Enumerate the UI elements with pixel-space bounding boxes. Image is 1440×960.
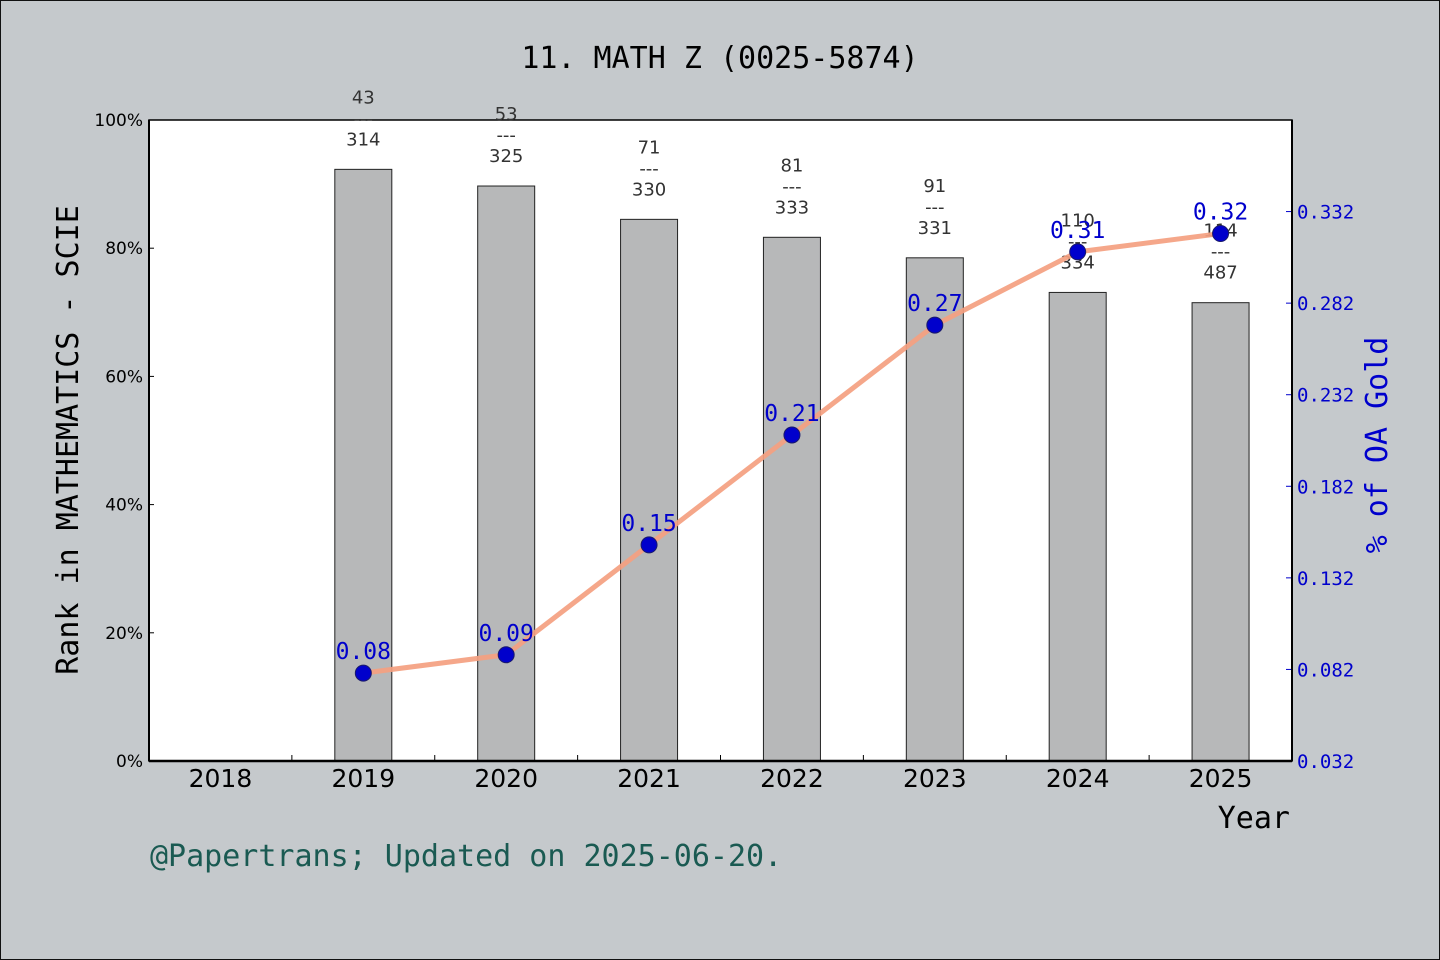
bar-label-separator: --- [782, 176, 802, 197]
bar-label-separator: --- [925, 197, 945, 218]
bar-2024 [1048, 291, 1107, 762]
y-tick-label: 100% [94, 111, 143, 131]
bar-label-total: 314 [346, 129, 380, 150]
y-axis-label: Rank in MATHEMATICS - SCIE [51, 205, 86, 675]
footer-credit: @Papertrans; Updated on 2025-06-20. [150, 839, 782, 874]
x-tick-label: 2025 [1189, 764, 1253, 793]
plot-area [148, 119, 1293, 762]
oa-gold-label: 0.09 [478, 621, 533, 647]
bar-label-rank: 91 [923, 176, 946, 197]
oa-gold-point-2020 [497, 646, 515, 664]
y2-tick-label: 0.332 [1297, 202, 1354, 224]
y2-tick-label: 0.082 [1297, 659, 1354, 681]
x-tick-label: 2024 [1046, 764, 1110, 793]
oa-gold-point-2024 [1069, 243, 1087, 261]
x-tick-label: 2020 [474, 764, 538, 793]
oa-gold-point-2025 [1212, 225, 1230, 243]
x-axis-label: Year [1218, 801, 1290, 836]
bar-label-separator: --- [639, 158, 659, 179]
bar-label-separator: --- [1211, 242, 1231, 263]
y2-axis-label: % of OA Gold [1360, 337, 1395, 554]
bar-2020 [477, 185, 536, 762]
bar-label-total: 487 [1203, 263, 1237, 284]
y-tick-label: 40% [105, 496, 143, 516]
oa-gold-point-2023 [926, 316, 944, 334]
oa-gold-label: 0.21 [764, 401, 819, 427]
y-tick-label: 80% [105, 239, 143, 259]
bar-label-total: 333 [775, 197, 809, 218]
bar-2019 [334, 168, 393, 762]
y2-tick-label: 0.232 [1297, 385, 1354, 407]
bar-label-total: 331 [918, 218, 952, 239]
oa-gold-point-2022 [783, 426, 801, 444]
bar-label-rank: 43 [352, 87, 375, 108]
bar-label-rank: 71 [638, 137, 661, 158]
x-tick-label: 2018 [189, 764, 253, 793]
bar-label-separator: --- [354, 108, 374, 129]
x-tick-label: 2022 [760, 764, 824, 793]
bar-label-rank: 110 [1061, 210, 1095, 231]
bar-2021 [620, 218, 679, 762]
bar-label-rank: 53 [495, 104, 518, 125]
y-tick-label: 60% [105, 367, 143, 387]
y2-tick-label: 0.132 [1297, 568, 1354, 590]
y-tick-label: 0% [116, 752, 143, 772]
oa-gold-label: 0.08 [336, 639, 391, 665]
line-layer: 0.08 0.09 0.15 0.21 0.27 0.31 0.32 [336, 200, 1248, 682]
y2-tick-label: 0.182 [1297, 476, 1354, 498]
x-tick-label: 2023 [903, 764, 967, 793]
chart-title: 11. MATH Z (0025-5874) [521, 41, 918, 76]
bar-2025 [1191, 302, 1250, 762]
bar-2022 [762, 236, 821, 762]
axes-layer: 0% 20% 40% 60% 80% 100% 0.032 0.082 0.132 0.182 0.… [94, 111, 1354, 793]
x-tick-label: 2021 [617, 764, 681, 793]
bar-label-total: 325 [489, 146, 523, 167]
oa-gold-label: 0.27 [907, 291, 962, 317]
y-tick-label: 20% [105, 624, 143, 644]
oa-gold-label: 0.31 [1050, 218, 1105, 244]
oa-gold-label: 0.32 [1193, 200, 1248, 226]
y2-tick-label: 0.032 [1297, 751, 1354, 773]
oa-gold-label: 0.15 [621, 511, 676, 537]
bar-label-rank: 81 [780, 155, 803, 176]
bar-label-separator: --- [496, 125, 516, 146]
oa-gold-point-2019 [354, 664, 372, 682]
oa-gold-point-2021 [640, 536, 658, 554]
x-tick-label: 2019 [332, 764, 396, 793]
y2-tick-label: 0.282 [1297, 293, 1354, 315]
bar-label-total: 330 [632, 179, 666, 200]
